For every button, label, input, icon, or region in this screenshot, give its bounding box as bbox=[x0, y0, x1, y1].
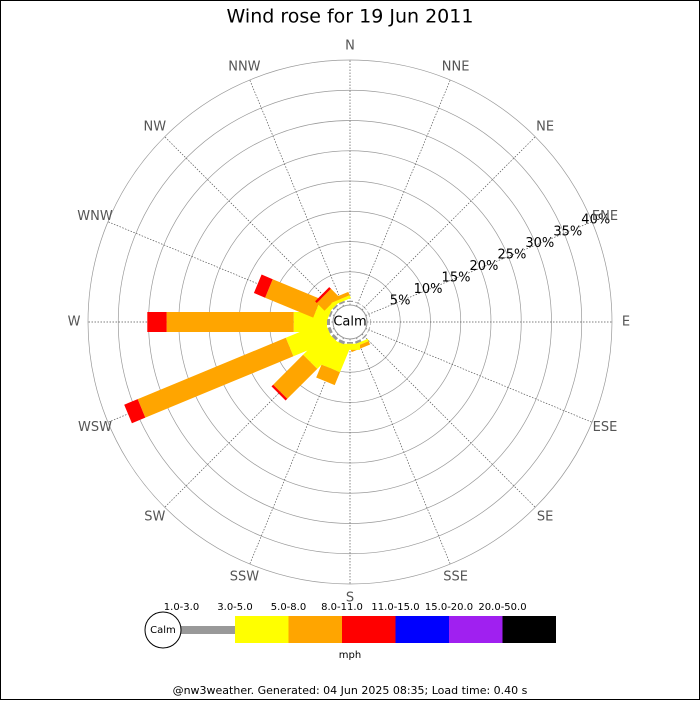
bar-segment bbox=[315, 287, 331, 303]
direction-line bbox=[356, 337, 451, 565]
bar-segment bbox=[316, 364, 340, 386]
bar-segment bbox=[347, 342, 353, 344]
legend-label: 11.0-15.0 bbox=[371, 602, 419, 613]
bar-segment bbox=[327, 326, 333, 334]
direction-line bbox=[365, 328, 593, 423]
bar-segment bbox=[124, 399, 146, 424]
direction-label: WSW bbox=[78, 420, 112, 435]
direction-line bbox=[249, 79, 344, 307]
bar-segment bbox=[354, 301, 361, 305]
legend-calm-label: Calm bbox=[150, 625, 176, 636]
direction-label: E bbox=[622, 315, 630, 330]
grid-ring bbox=[87, 59, 613, 585]
bar-segment bbox=[331, 295, 351, 306]
direction-label: NW bbox=[144, 119, 167, 134]
bar-segment bbox=[332, 304, 338, 310]
bar-segment bbox=[338, 339, 346, 345]
r-tick-label: 40% bbox=[581, 213, 610, 228]
bar-segment bbox=[354, 339, 362, 344]
legend-label: 20.0-50.0 bbox=[478, 602, 526, 613]
r-tick-label: 25% bbox=[497, 247, 526, 262]
direction-label: WNW bbox=[77, 209, 113, 224]
r-tick-label: 35% bbox=[553, 224, 582, 239]
legend-swatch bbox=[288, 616, 342, 643]
direction-label: S bbox=[346, 591, 354, 606]
direction-label: ESE bbox=[593, 420, 618, 435]
bar-segment bbox=[316, 288, 339, 311]
bar-segment bbox=[370, 319, 371, 325]
bar-segment bbox=[271, 384, 288, 401]
direction-label: SSW bbox=[230, 569, 260, 584]
direction-line bbox=[361, 333, 536, 508]
calm-circle bbox=[332, 304, 368, 340]
bar-segment bbox=[347, 300, 353, 302]
legend-swatch bbox=[235, 616, 289, 643]
direction-line bbox=[365, 221, 593, 316]
legend-label: 3.0-5.0 bbox=[217, 602, 252, 613]
direction-line bbox=[361, 136, 536, 311]
direction-line bbox=[356, 79, 451, 307]
legend-swatch bbox=[395, 616, 449, 643]
bar-segment bbox=[265, 279, 321, 318]
direction-label: SW bbox=[144, 510, 165, 525]
direction-line bbox=[249, 337, 344, 565]
bar-segment bbox=[137, 337, 294, 418]
direction-label: SSE bbox=[443, 569, 468, 584]
legend-unit: mph bbox=[339, 650, 361, 661]
legend-swatch bbox=[180, 626, 235, 634]
direction-label: SE bbox=[537, 510, 553, 525]
footer: @nw3weather. Generated: 04 Jun 2025 08:3… bbox=[173, 684, 528, 697]
bar-segment bbox=[362, 305, 367, 310]
direction-label: NE bbox=[536, 119, 554, 134]
bar-segment bbox=[273, 354, 318, 399]
bar-segment bbox=[367, 326, 371, 333]
bar-segment bbox=[338, 300, 346, 305]
r-tick-label: 15% bbox=[442, 271, 471, 286]
legend-swatch bbox=[449, 616, 503, 643]
bar-segment bbox=[328, 310, 333, 318]
grid-ring bbox=[117, 89, 583, 555]
legend-swatch bbox=[342, 616, 396, 643]
bar-segment bbox=[166, 312, 294, 332]
direction-label: N bbox=[345, 39, 355, 54]
legend-calm bbox=[144, 611, 182, 649]
direction-label: NNE bbox=[442, 60, 470, 75]
bar-segment bbox=[327, 319, 330, 325]
bar-segment bbox=[331, 334, 338, 341]
r-tick-label: 30% bbox=[525, 236, 554, 251]
legend-swatch bbox=[502, 616, 556, 643]
direction-label: ENE bbox=[592, 209, 618, 224]
bar-segment bbox=[362, 334, 368, 340]
direction-label: NNW bbox=[228, 60, 260, 75]
bar-segment bbox=[253, 274, 273, 298]
direction-label: W bbox=[68, 315, 81, 330]
chart-title: Wind rose for 19 Jun 2011 bbox=[227, 6, 474, 28]
direction-line bbox=[164, 136, 339, 311]
direction-line bbox=[107, 221, 335, 316]
r-tick-label: 20% bbox=[470, 259, 499, 274]
legend-label: 1.0-3.0 bbox=[164, 602, 199, 613]
bar-segment bbox=[147, 312, 167, 332]
bar-segment bbox=[329, 291, 350, 303]
legend-label: 8.0-11.0 bbox=[321, 602, 363, 613]
direction-line bbox=[164, 333, 339, 508]
legend-label: 5.0-8.0 bbox=[271, 602, 306, 613]
legend-label: 15.0-20.0 bbox=[425, 602, 473, 613]
calm-label: Calm bbox=[333, 315, 366, 330]
bar-segment bbox=[367, 311, 371, 318]
bar-segment bbox=[303, 331, 341, 369]
